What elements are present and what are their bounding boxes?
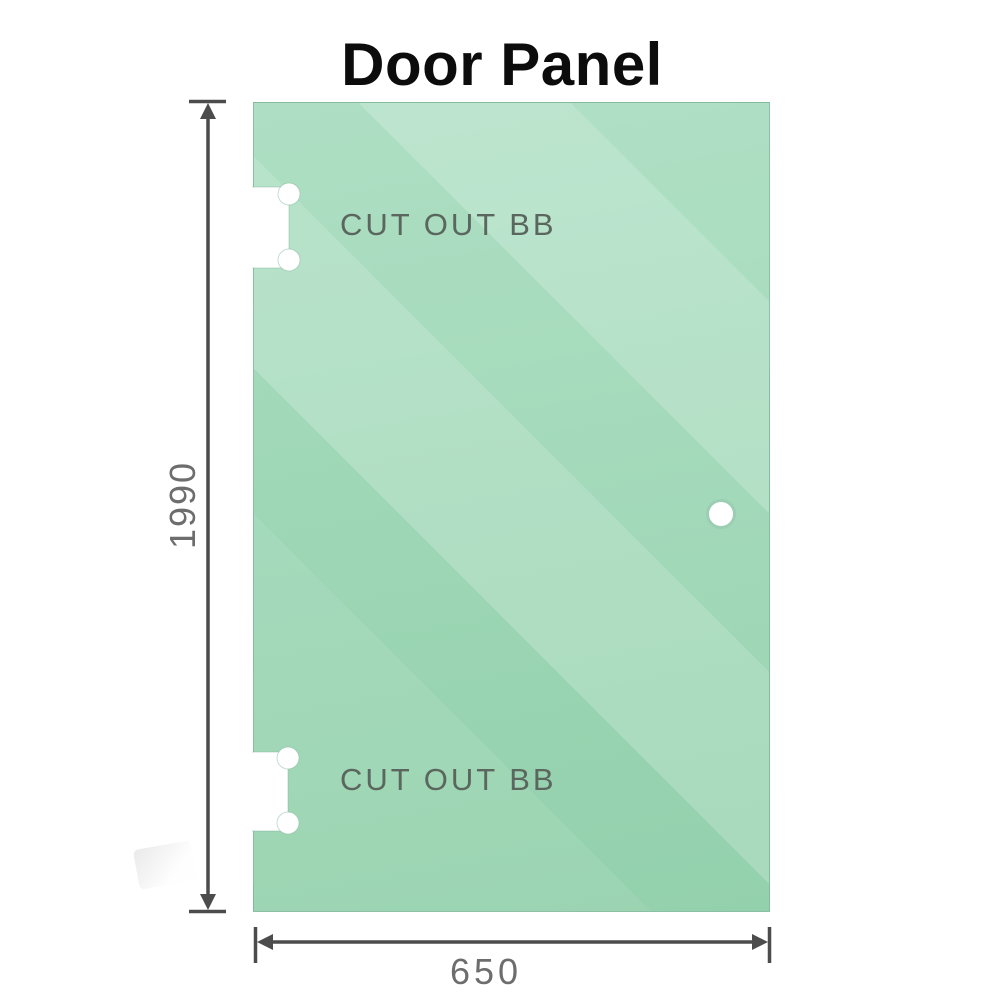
width-dimension-value: 650	[449, 951, 523, 992]
page-title: Door Panel	[341, 31, 663, 98]
cutout-label-bottom: CUT OUT BB	[340, 762, 557, 797]
hinge-cutout-bottom-icon	[252, 746, 300, 835]
height-dimension-value: 1990	[162, 460, 203, 550]
cutout-label-top: CUT OUT BB	[340, 207, 557, 242]
print-smudge	[132, 840, 198, 890]
hinge-cutout-top-icon	[252, 182, 301, 272]
handle-hole	[706, 499, 736, 529]
glass-panel: CUT OUT BB CUT OUT BB	[252, 102, 770, 912]
